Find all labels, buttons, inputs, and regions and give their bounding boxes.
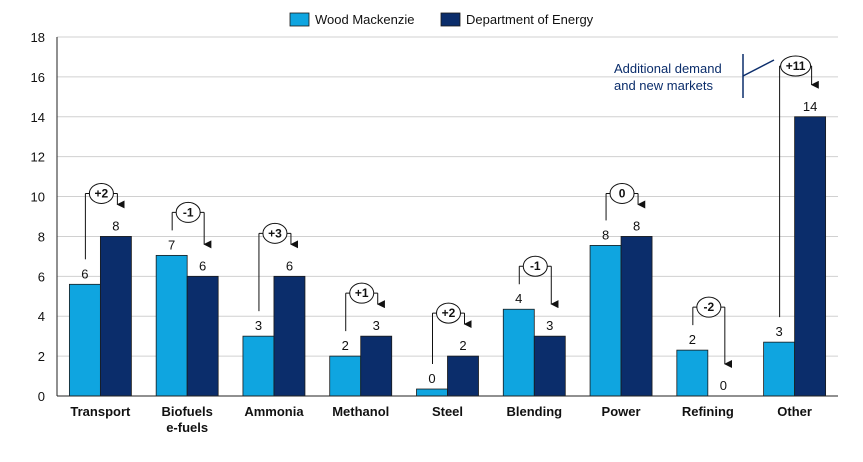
y-tick-label-4: 4 xyxy=(38,309,45,324)
y-tick-label-6: 6 xyxy=(38,269,45,284)
category-label-1-0: Biofuels xyxy=(162,404,213,419)
data-label-wood-mackenzie-2: 3 xyxy=(255,318,262,333)
bar-wood-mackenzie-5 xyxy=(503,309,534,396)
bar-wood-mackenzie-8 xyxy=(764,342,795,396)
data-label-department-of-energy-4: 2 xyxy=(459,338,466,353)
bars xyxy=(69,117,825,396)
annotation-line-0: Additional demand xyxy=(614,61,722,76)
legend-swatch-wood-mackenzie xyxy=(290,13,309,26)
bar-department-of-energy-2 xyxy=(274,276,305,396)
y-axis: 0 2 4 6 8 10 12 14 16 18 xyxy=(31,30,57,404)
data-label-wood-mackenzie-6: 8 xyxy=(602,227,609,242)
bar-wood-mackenzie-4 xyxy=(417,389,448,396)
annotation-pointer xyxy=(743,60,774,76)
category-label-8-0: Other xyxy=(777,404,812,419)
category-label-3-0: Methanol xyxy=(332,404,389,419)
category-label-1-1: e-fuels xyxy=(166,420,208,435)
bar-wood-mackenzie-7 xyxy=(677,350,708,396)
y-tick-label-0: 0 xyxy=(38,389,45,404)
data-label-department-of-energy-3: 3 xyxy=(373,318,380,333)
data-label-wood-mackenzie-3: 2 xyxy=(342,338,349,353)
diff-value-5: -1 xyxy=(530,259,541,273)
bar-department-of-energy-6 xyxy=(621,236,652,396)
data-label-department-of-energy-1: 6 xyxy=(199,258,206,273)
category-label-5-0: Blending xyxy=(506,404,562,419)
bar-department-of-energy-0 xyxy=(100,236,131,396)
legend-swatch-department-of-energy xyxy=(441,13,460,26)
diff-value-8: +11 xyxy=(786,59,806,73)
bar-department-of-energy-3 xyxy=(361,336,392,396)
data-label-wood-mackenzie-1: 7 xyxy=(168,237,175,252)
bar-department-of-energy-5 xyxy=(534,336,565,396)
legend: Wood Mackenzie Department of Energy xyxy=(290,12,594,27)
diff-value-2: +3 xyxy=(268,226,282,240)
bar-wood-mackenzie-6 xyxy=(590,245,621,396)
data-label-wood-mackenzie-0: 6 xyxy=(81,266,88,281)
data-label-department-of-energy-0: 8 xyxy=(112,218,119,233)
legend-label-wood-mackenzie: Wood Mackenzie xyxy=(315,12,414,27)
annotation-line-1: and new markets xyxy=(614,78,713,93)
data-label-department-of-energy-6: 8 xyxy=(633,218,640,233)
y-tick-label-8: 8 xyxy=(38,229,45,244)
diff-value-4: +2 xyxy=(442,306,456,320)
bar-department-of-energy-4 xyxy=(448,356,479,396)
legend-label-department-of-energy: Department of Energy xyxy=(466,12,594,27)
y-tick-label-16: 16 xyxy=(31,70,45,85)
bar-wood-mackenzie-1 xyxy=(156,255,187,396)
y-tick-label-10: 10 xyxy=(31,190,45,205)
y-tick-label-12: 12 xyxy=(31,150,45,165)
data-label-wood-mackenzie-7: 2 xyxy=(689,332,696,347)
data-label-department-of-energy-2: 6 xyxy=(286,258,293,273)
category-label-0-0: Transport xyxy=(70,404,131,419)
diff-value-6: 0 xyxy=(619,186,626,200)
category-label-7-0: Refining xyxy=(682,404,734,419)
diff-value-7: -2 xyxy=(703,300,714,314)
bar-wood-mackenzie-3 xyxy=(330,356,361,396)
data-label-department-of-energy-7: 0 xyxy=(720,378,727,393)
category-label-2-0: Ammonia xyxy=(244,404,304,419)
bar-department-of-energy-8 xyxy=(795,117,826,396)
diff-value-0: +2 xyxy=(95,186,109,200)
data-label-department-of-energy-8: 14 xyxy=(803,99,817,114)
category-label-6-0: Power xyxy=(602,404,641,419)
diff-value-3: +1 xyxy=(355,286,369,300)
data-label-department-of-energy-5: 3 xyxy=(546,318,553,333)
bar-department-of-energy-1 xyxy=(187,276,218,396)
data-label-wood-mackenzie-5: 4 xyxy=(515,291,522,306)
bar-wood-mackenzie-2 xyxy=(243,336,274,396)
bar-wood-mackenzie-0 xyxy=(69,284,100,396)
additional-demand-annotation: Additional demand and new markets xyxy=(614,54,774,98)
data-label-wood-mackenzie-4: 0 xyxy=(428,371,435,386)
y-tick-label-14: 14 xyxy=(31,110,45,125)
y-tick-label-2: 2 xyxy=(38,349,45,364)
y-tick-label-18: 18 xyxy=(31,30,45,45)
diff-value-1: -1 xyxy=(183,205,194,219)
data-label-wood-mackenzie-8: 3 xyxy=(775,324,782,339)
chart: Wood Mackenzie Department of Energy 0 2 4 6 8… xyxy=(0,0,863,462)
category-label-4-0: Steel xyxy=(432,404,463,419)
